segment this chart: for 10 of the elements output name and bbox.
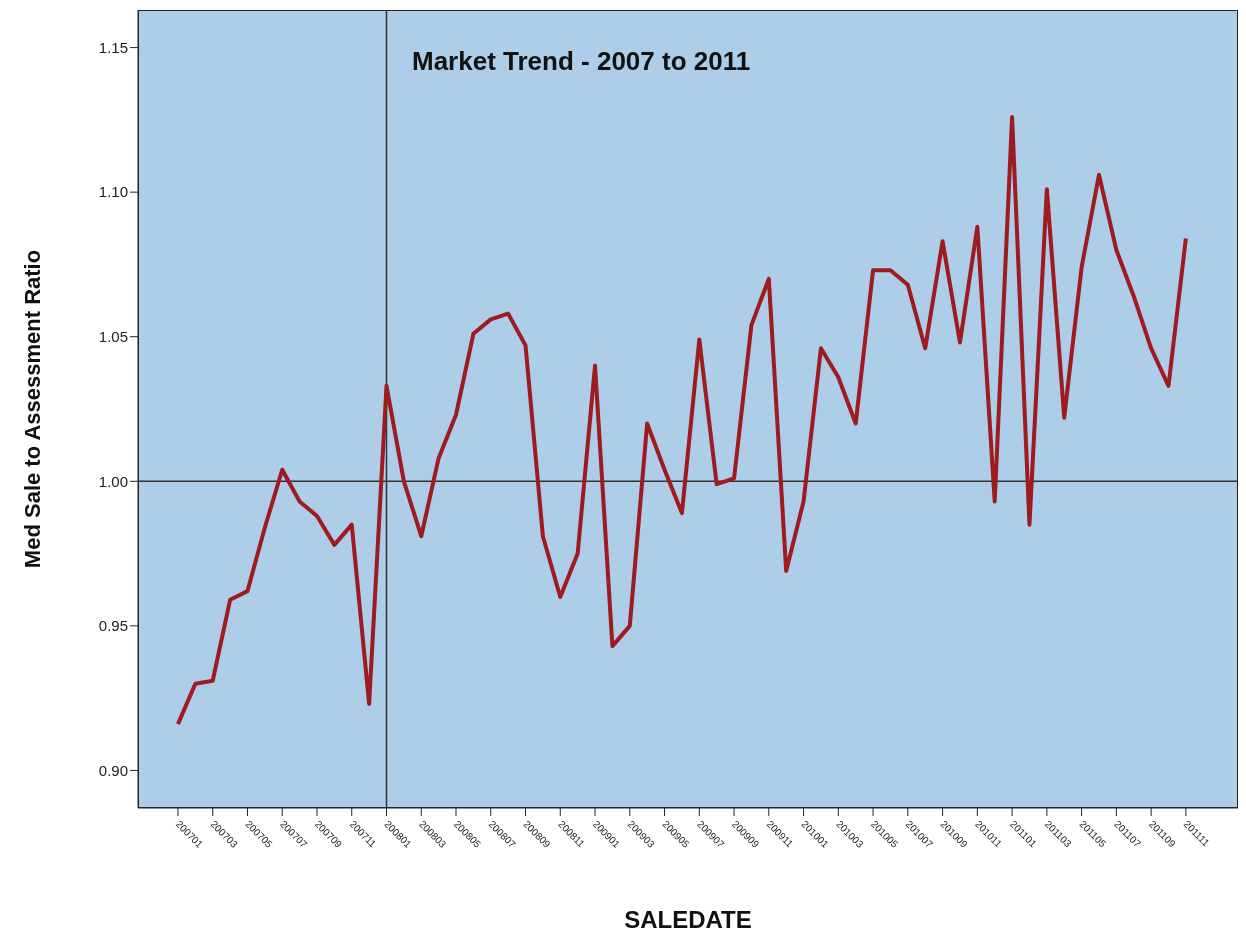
y-tick-label: 1.00 [98,472,128,490]
y-tick-label: 0.90 [98,761,128,779]
y-tick-label: 1.10 [98,183,128,201]
y-axis-title: Med Sale to Assessment Ratio [19,249,45,569]
text: Market Trend - 2007 to 2011 [412,46,751,77]
y-tick-label: 0.95 [98,617,128,635]
x-axis-title: SALEDATE [624,906,752,933]
line-series [175,114,1188,727]
y-tick-label: 1.05 [98,328,128,346]
y-tick-label: 1.15 [98,38,128,56]
